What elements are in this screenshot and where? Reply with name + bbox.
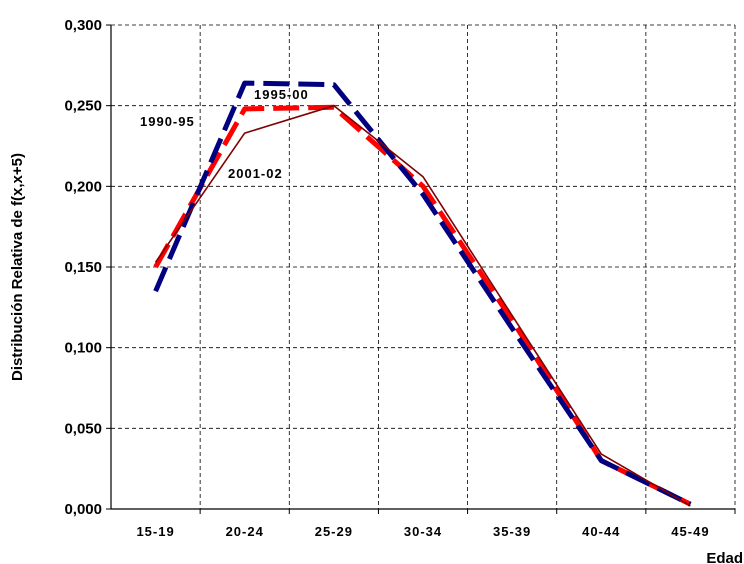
x-tick-label: 20-24 bbox=[226, 524, 264, 539]
series-layer bbox=[153, 80, 692, 507]
x-tick-label: 45-49 bbox=[671, 524, 709, 539]
y-tick-label: 0,150 bbox=[64, 259, 102, 276]
x-tick-label: 25-29 bbox=[315, 524, 353, 539]
y-tick-label: 0,250 bbox=[64, 98, 102, 115]
series-label-1995-00: 1995-00 bbox=[254, 87, 309, 102]
y-tick-label: 0,050 bbox=[64, 420, 102, 437]
x-tick-label: 30-34 bbox=[404, 524, 442, 539]
series-label-2001-02: 2001-02 bbox=[228, 166, 283, 181]
y-tick-label: 0,200 bbox=[64, 178, 102, 195]
x-tick-label: 15-19 bbox=[136, 524, 174, 539]
x-tick-label: 40-44 bbox=[582, 524, 620, 539]
series-line-1995-00 bbox=[153, 80, 692, 507]
series-line-2001-02 bbox=[154, 104, 691, 507]
x-axis-ticks: 15-19 20-24 25-29 30-34 35-39 40-44 45-49 bbox=[136, 509, 736, 539]
y-axis-ticks: 0,000 0,050 0,100 0,150 0,200 0,250 0,300 bbox=[64, 17, 111, 518]
y-tick-label: 0,300 bbox=[64, 17, 102, 34]
series-label-1990-95: 1990-95 bbox=[140, 114, 195, 129]
y-tick-label: 0,100 bbox=[64, 340, 102, 357]
x-tick-label: 35-39 bbox=[493, 524, 531, 539]
y-axis-title: Distribución Relativa de f(x,x+5) bbox=[9, 153, 26, 381]
y-tick-label: 0,000 bbox=[64, 501, 102, 518]
x-axis-title: Edad bbox=[706, 550, 743, 564]
